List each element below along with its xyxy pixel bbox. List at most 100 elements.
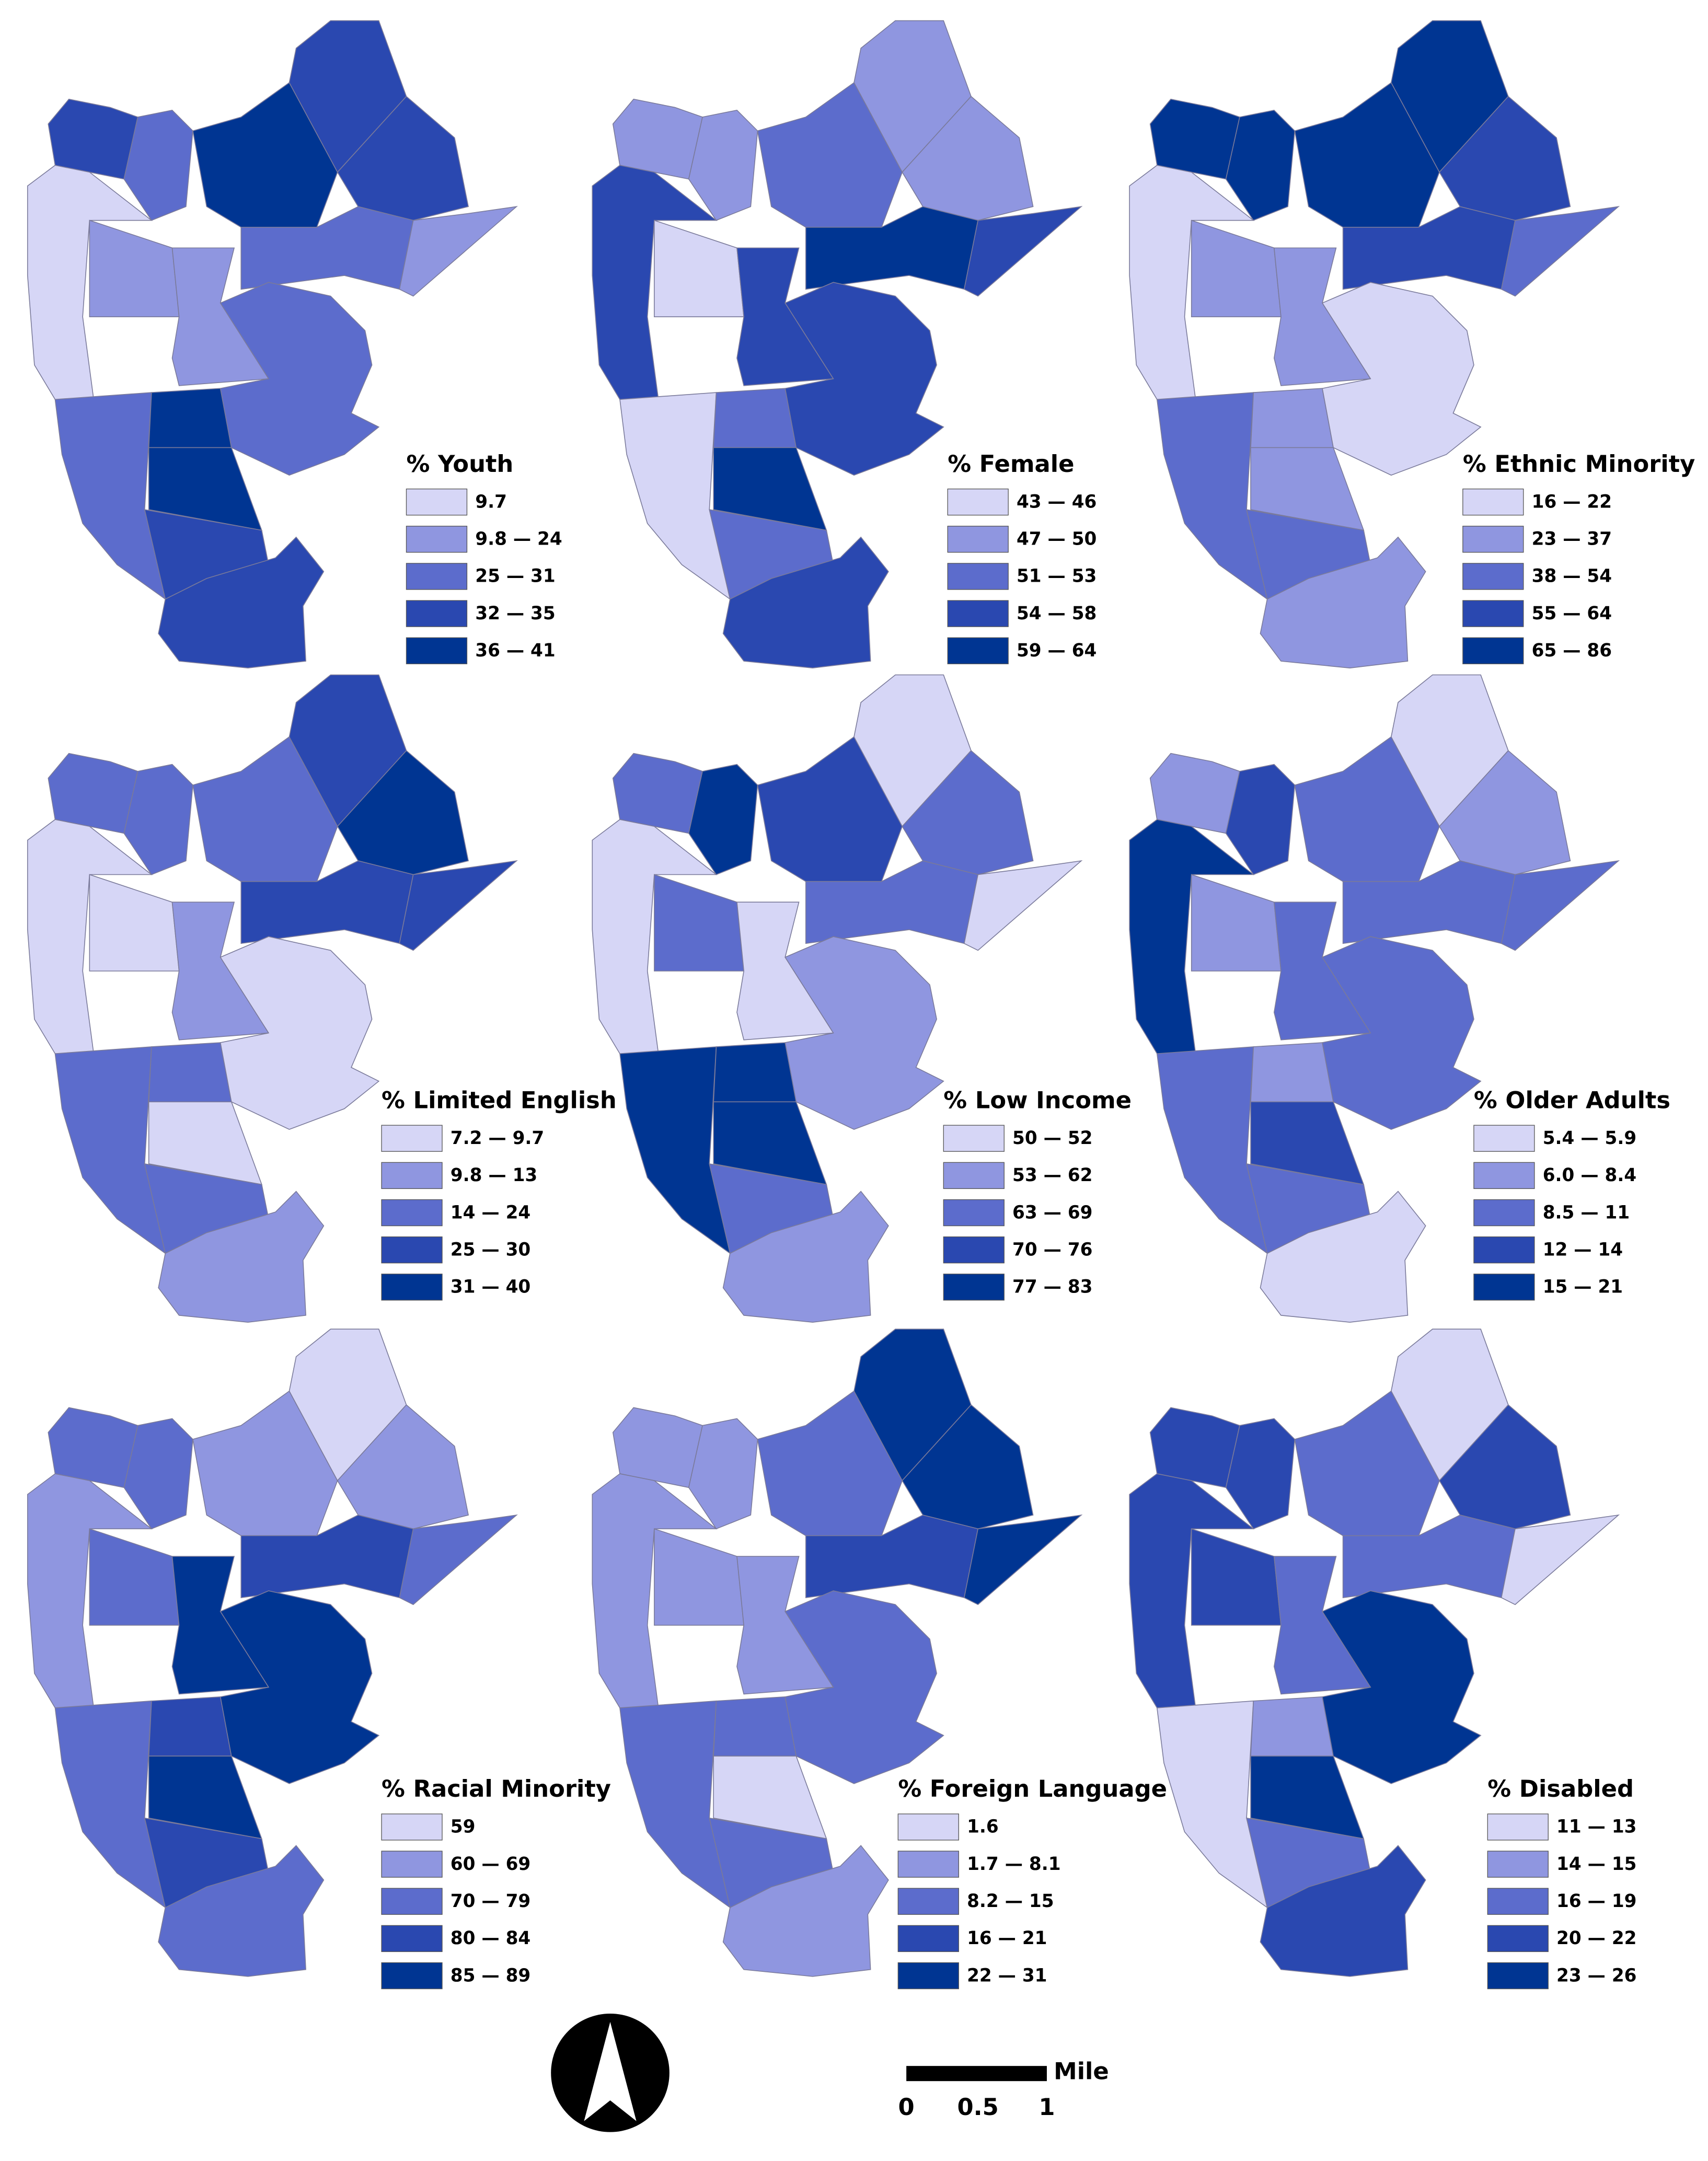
legend-label: 80 — 84 [451, 1928, 530, 1949]
tract [158, 1191, 325, 1323]
tract [1294, 736, 1440, 882]
tract [736, 902, 834, 1041]
legend-label: 70 — 76 [1012, 1239, 1092, 1260]
tract [1273, 247, 1371, 386]
legend-swatch [897, 1888, 959, 1915]
tract [399, 1514, 518, 1605]
scale-label: 0.5 [957, 2093, 999, 2121]
tract [192, 736, 338, 882]
legend-label: 14 — 15 [1556, 1854, 1636, 1875]
tract [784, 282, 944, 476]
legend-label: 70 — 79 [451, 1891, 530, 1912]
tract [399, 860, 518, 951]
tract [736, 247, 834, 386]
tract [592, 819, 718, 1054]
legend-title: % Limited English [382, 1086, 617, 1114]
tract [1501, 206, 1620, 297]
tract [1225, 109, 1296, 221]
tract [158, 1845, 325, 1977]
legend-label: 9.7 [475, 491, 507, 512]
legend-swatch [406, 563, 468, 590]
legend-label: 23 — 37 [1532, 529, 1612, 550]
tract [713, 388, 797, 448]
legend-title: % Ethnic Minority [1463, 450, 1695, 478]
tract [722, 536, 889, 668]
map-panel [592, 1328, 1083, 1977]
tract [1129, 1473, 1255, 1708]
legend-label: 16 — 22 [1532, 491, 1612, 512]
tract [148, 388, 232, 448]
legend-swatch [381, 1199, 443, 1227]
tract [89, 219, 180, 317]
legend-swatch [943, 1274, 1005, 1301]
tract [89, 874, 180, 972]
legend-swatch [381, 1888, 443, 1915]
legend-label: 60 — 69 [451, 1854, 530, 1875]
tract [1191, 1528, 1282, 1626]
legend-label: 53 — 62 [1012, 1165, 1092, 1186]
legend-label: 8.2 — 15 [967, 1891, 1054, 1912]
legend-swatch [897, 1962, 959, 1990]
legend-label: 59 [451, 1817, 476, 1838]
tract [1260, 536, 1426, 668]
legend-label: 23 — 26 [1556, 1965, 1636, 1986]
tract [220, 936, 380, 1130]
legend-label: 12 — 14 [1543, 1239, 1623, 1260]
tract [123, 109, 193, 221]
tract [1129, 819, 1255, 1054]
legend-swatch [1487, 1925, 1549, 1952]
map-panel [1129, 1328, 1620, 1977]
legend-label: 1.6 [967, 1817, 999, 1838]
legend-label: 9.8 — 24 [475, 529, 562, 550]
legend-swatch [1487, 1851, 1549, 1878]
map-panel [1129, 674, 1620, 1323]
legend-label: 25 — 31 [475, 566, 555, 587]
tract [192, 1390, 338, 1536]
tract [89, 1528, 180, 1626]
tract [27, 165, 153, 400]
tract [688, 109, 758, 221]
legend-title: % Disabled [1487, 1775, 1634, 1802]
tract [1260, 1191, 1426, 1323]
legend-label: 32 — 35 [475, 603, 555, 624]
legend-swatch [381, 1925, 443, 1952]
legend-swatch [947, 526, 1009, 553]
legend-swatch [381, 1236, 443, 1264]
tract [1191, 874, 1282, 972]
legend-label: 14 — 24 [451, 1202, 530, 1223]
tract [963, 1514, 1083, 1605]
tract [713, 1042, 797, 1103]
legend-swatch [1473, 1236, 1535, 1264]
legend: % Limited English 7.2 — 9.7 9.8 — 13 14 — 2… [381, 1086, 617, 1301]
scale-unit: Mile [1054, 2057, 1109, 2085]
legend-label: 63 — 69 [1012, 1202, 1092, 1223]
tract [1250, 1042, 1334, 1103]
legend-swatch [381, 1162, 443, 1189]
legend-swatch [1473, 1125, 1535, 1152]
legend-title: % Youth [406, 450, 513, 478]
legend-label: 65 — 86 [1532, 640, 1612, 661]
legend: % Racial Minority 59 60 — 69 70 — 79 80 — 84… [381, 1775, 611, 1990]
legend-label: 77 — 83 [1012, 1277, 1092, 1298]
legend-swatch [406, 600, 468, 627]
tract [654, 1528, 745, 1626]
legend-swatch [897, 1813, 959, 1841]
north-arrow [551, 2014, 670, 2132]
tract [158, 536, 325, 668]
legend-swatch [1473, 1274, 1535, 1301]
legend-swatch [947, 488, 1009, 516]
legend-swatch [1462, 600, 1524, 627]
legend-swatch [943, 1162, 1005, 1189]
legend-swatch [1487, 1813, 1549, 1841]
legend-label: 50 — 52 [1012, 1128, 1092, 1149]
tract [1294, 82, 1440, 228]
legend-label: 6.0 — 8.4 [1543, 1165, 1636, 1186]
tract [123, 1418, 193, 1530]
legend: % Low Income 50 — 52 53 — 62 63 — 69 70 — 76… [943, 1086, 1132, 1301]
tract [1501, 860, 1620, 951]
tract [148, 1696, 232, 1756]
legend-label: 20 — 22 [1556, 1928, 1636, 1949]
tract [654, 874, 745, 972]
map-panel [27, 20, 518, 668]
